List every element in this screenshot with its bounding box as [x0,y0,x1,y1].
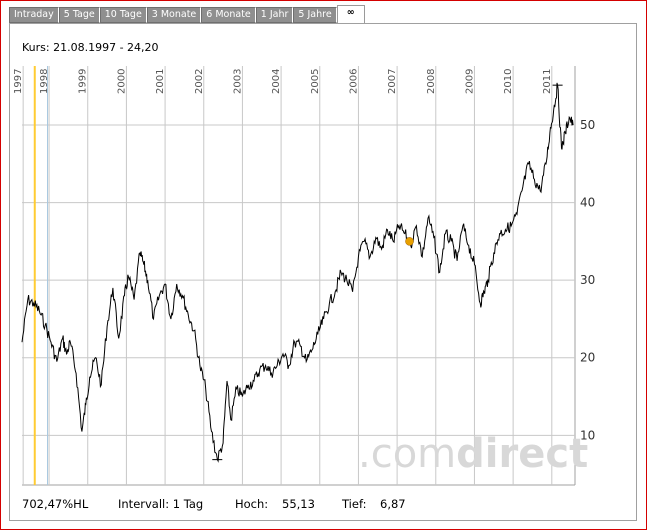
chart-panel [9,23,637,521]
low-value: 6,87 [380,497,406,511]
x-tick-label-2008: 2008 [426,69,437,94]
y-tick-label-20: 20 [580,351,595,365]
timeframe-tabs: Intraday 5 Tage 10 Tage 3 Monate 6 Monat… [9,5,365,23]
x-tick-label-1999: 1999 [78,69,89,94]
tab-3-monate[interactable]: 3 Monate [146,7,202,23]
price-series-line [21,82,574,463]
y-tick-label-50: 50 [580,118,595,132]
x-tick-label-1998: 1998 [39,69,50,94]
y-tick-label-10: 10 [580,428,595,442]
change-percent: 702,47%HL [22,497,89,511]
tab-intraday[interactable]: Intraday [9,7,59,23]
x-tick-label-2011: 2011 [542,69,553,94]
tab-max[interactable]: ∞ [336,5,365,23]
tab-5-tage[interactable]: 5 Tage [58,7,100,23]
y-tick-label-40: 40 [580,196,595,210]
x-tick-label-1997: 1997 [13,69,24,94]
price-readout: Kurs: 21.08.1997 - 24,20 [22,41,159,54]
low-label: Tief: [342,497,367,511]
high-label: Hoch: [235,497,269,511]
watermark-logo: .comdirect [358,431,588,477]
x-tick-label-2007: 2007 [387,69,398,94]
x-tick-label-2010: 2010 [503,69,514,94]
x-tick-label-2000: 2000 [116,69,127,94]
x-tick-label-2004: 2004 [271,69,282,94]
x-tick-label-2003: 2003 [232,69,243,94]
x-tick-label-2005: 2005 [310,69,321,94]
x-tick-label-2009: 2009 [464,69,475,94]
event-marker-icon [405,237,414,246]
x-tick-label-2001: 2001 [155,69,166,94]
interval-label: Intervall: 1 Tag [118,497,204,511]
x-tick-label-2006: 2006 [348,69,359,94]
high-value: 55,13 [282,497,315,511]
tab-5-jahre[interactable]: 5 Jahre [293,7,337,23]
watermark-com: .com [358,431,456,477]
tab-1-jahr[interactable]: 1 Jahr [255,7,294,23]
y-tick-label-30: 30 [580,273,595,287]
watermark-direct: direct [456,431,588,477]
x-tick-label-2002: 2002 [194,69,205,94]
tab-10-tage[interactable]: 10 Tage [99,7,147,23]
tab-6-monate[interactable]: 6 Monate [201,7,256,23]
